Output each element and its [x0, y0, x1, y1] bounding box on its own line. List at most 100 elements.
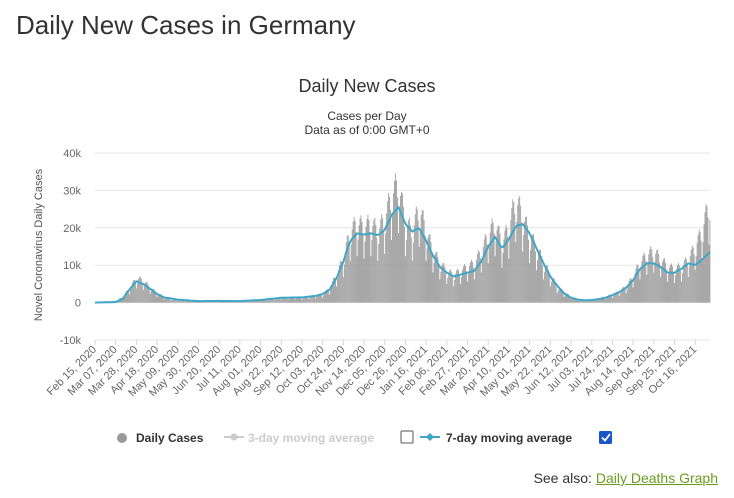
- daily-case-bar: [351, 229, 353, 303]
- y-axis-title: Novel Coronavirus Daily Cases: [33, 168, 45, 321]
- y-tick-label: 10k: [63, 260, 81, 272]
- chart-title: Daily New Cases: [298, 76, 435, 96]
- daily-case-bar: [375, 224, 377, 303]
- legend-item-7day-average[interactable]: 7-day moving average: [420, 431, 572, 445]
- daily-case-bar: [308, 299, 310, 303]
- daily-case-bar: [153, 289, 155, 303]
- daily-case-bar: [149, 293, 151, 303]
- daily-case-bar: [349, 260, 351, 303]
- daily-case-bar: [681, 273, 683, 303]
- daily-case-bar: [469, 266, 470, 303]
- daily-case-bar: [541, 265, 543, 303]
- seven-day-average-line: [94, 205, 711, 304]
- daily-case-bar: [451, 272, 453, 303]
- daily-case-bar: [253, 301, 255, 303]
- daily-case-bar: [434, 254, 436, 303]
- daily-case-bar: [284, 296, 286, 303]
- daily-case-bar: [445, 273, 447, 303]
- daily-case-bar: [662, 261, 664, 303]
- daily-case-bar: [513, 202, 515, 303]
- daily-case-bar: [563, 296, 565, 303]
- daily-case-bar: [518, 198, 520, 303]
- daily-case-bar: [280, 299, 282, 303]
- daily-case-bar: [552, 278, 554, 303]
- daily-case-bar: [331, 284, 332, 303]
- daily-case-bar: [684, 257, 686, 303]
- daily-case-bar: [636, 264, 638, 303]
- daily-case-bar: [593, 299, 595, 303]
- daily-case-bar: [571, 298, 573, 303]
- daily-case-bar: [146, 282, 148, 303]
- daily-case-bar: [627, 284, 629, 303]
- daily-case-bar: [361, 221, 363, 303]
- daily-case-bar: [619, 293, 621, 303]
- daily-case-bar: [634, 273, 636, 303]
- daily-case-bar: [686, 264, 688, 303]
- daily-case-bar: [521, 222, 523, 303]
- daily-case-bar: [399, 211, 400, 303]
- daily-case-bar: [322, 297, 324, 303]
- daily-case-bar: [520, 205, 522, 303]
- daily-case-bar: [503, 239, 505, 303]
- daily-case-bar: [647, 263, 649, 303]
- daily-case-bar: [683, 260, 685, 303]
- daily-case-bar: [672, 266, 673, 303]
- daily-case-bar: [218, 301, 220, 303]
- daily-case-bar: [256, 299, 257, 303]
- daily-case-bar: [497, 225, 499, 303]
- daily-case-bar: [129, 294, 130, 303]
- daily-case-bar: [400, 196, 401, 303]
- daily-case-bar: [493, 233, 495, 303]
- daily-case-bar: [279, 298, 281, 303]
- daily-case-bar: [665, 262, 666, 303]
- daily-case-bar: [272, 298, 274, 303]
- daily-case-bar: [433, 262, 435, 303]
- chart-subtitle-line-2: Data as of 0:00 GMT+0: [304, 123, 429, 137]
- daily-case-bar: [448, 272, 450, 303]
- daily-case-bar: [129, 290, 131, 303]
- daily-case-bar: [176, 300, 178, 303]
- daily-case-bar: [401, 192, 402, 303]
- daily-case-bar: [441, 265, 443, 303]
- avg3-checkbox[interactable]: [400, 430, 414, 444]
- daily-case-bar: [265, 299, 266, 303]
- daily-case-bar: [383, 229, 385, 303]
- daily-case-bar: [676, 265, 678, 303]
- legend-item-daily-cases[interactable]: Daily Cases: [117, 431, 204, 445]
- daily-case-bar: [623, 287, 625, 303]
- daily-case-bar: [685, 258, 687, 303]
- daily-case-bar: [387, 201, 389, 303]
- daily-case-bar: [162, 297, 164, 303]
- daily-case-bar: [479, 257, 481, 303]
- daily-case-bar: [393, 193, 394, 303]
- daily-case-bar: [692, 247, 694, 303]
- daily-case-bar: [411, 260, 413, 303]
- daily-case-bar: [358, 225, 360, 303]
- daily-case-bar: [193, 301, 194, 303]
- daily-case-bar: [342, 277, 344, 303]
- daily-case-bar: [410, 237, 412, 303]
- legend-item-3day-average[interactable]: 3-day moving average: [224, 431, 374, 445]
- daily-case-bar: [139, 276, 141, 303]
- daily-case-bar: [473, 279, 475, 303]
- daily-case-bar: [389, 196, 391, 303]
- daily-case-bar: [159, 294, 161, 303]
- daily-case-bar: [232, 301, 234, 303]
- avg7-checkbox[interactable]: [599, 431, 612, 444]
- daily-case-bar: [378, 244, 380, 303]
- daily-case-bar: [705, 203, 707, 303]
- daily-case-bar: [664, 258, 666, 303]
- daily-case-bar: [626, 288, 628, 303]
- daily-case-bar: [413, 225, 415, 303]
- daily-deaths-graph-link[interactable]: Daily Deaths Graph: [595, 470, 718, 486]
- daily-case-bar: [649, 249, 651, 303]
- daily-case-bar: [255, 300, 256, 303]
- daily-case-bar: [585, 300, 587, 303]
- daily-case-bar: [142, 289, 144, 303]
- daily-case-bar: [311, 295, 313, 303]
- daily-case-bar: [510, 220, 512, 303]
- y-tick-label: 30k: [63, 185, 81, 197]
- daily-case-bar: [524, 221, 526, 303]
- daily-case-bar: [302, 298, 304, 303]
- daily-case-bar: [459, 274, 461, 303]
